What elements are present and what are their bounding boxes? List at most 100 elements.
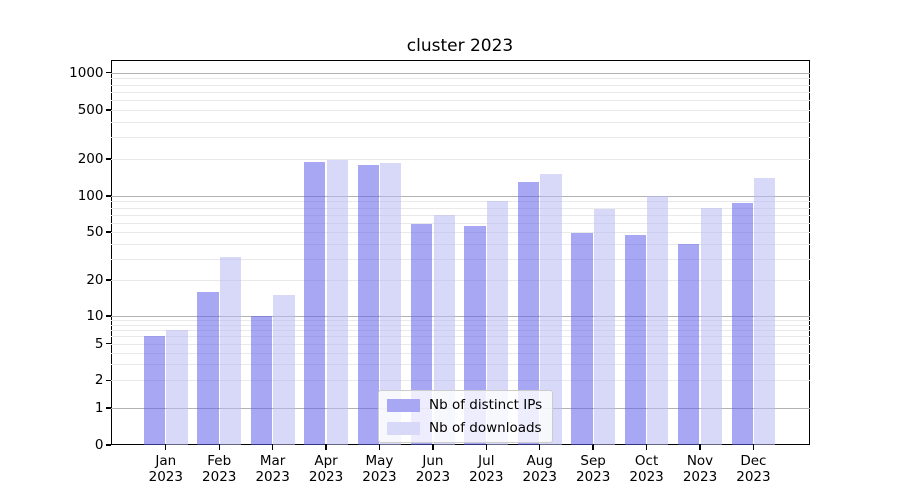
y-axis-tick bbox=[105, 231, 111, 233]
bar-ips bbox=[731, 203, 753, 445]
x-axis-tick bbox=[699, 445, 701, 450]
minor-gridline bbox=[110, 158, 810, 160]
minor-gridline bbox=[110, 232, 810, 234]
bar-ips bbox=[624, 235, 646, 445]
y-tick-label: 100 bbox=[77, 188, 104, 204]
y-tick-label: 10 bbox=[86, 308, 104, 324]
bar-downloads bbox=[166, 330, 188, 445]
y-axis-tick bbox=[105, 72, 111, 74]
x-axis-tick bbox=[539, 445, 541, 450]
x-tick-label: Mar 2023 bbox=[255, 453, 290, 485]
legend-item: Nb of distinct IPs bbox=[387, 397, 542, 413]
y-axis-tick bbox=[105, 279, 111, 281]
y-axis-tick bbox=[105, 407, 111, 409]
x-tick-label: Aug 2023 bbox=[522, 453, 557, 485]
minor-gridline bbox=[110, 279, 810, 281]
minor-gridline bbox=[110, 320, 810, 322]
minor-gridline bbox=[110, 352, 810, 354]
x-axis-tick bbox=[271, 445, 274, 450]
bar-downloads bbox=[486, 200, 509, 445]
minor-gridline bbox=[110, 84, 810, 86]
bar-downloads bbox=[700, 208, 722, 445]
bar-downloads bbox=[380, 162, 402, 445]
major-gridline bbox=[110, 316, 810, 317]
minor-gridline bbox=[110, 91, 810, 93]
y-axis-tick bbox=[105, 158, 111, 160]
minor-gridline bbox=[110, 380, 810, 382]
legend-swatch bbox=[387, 398, 420, 412]
legend-label: Nb of distinct IPs bbox=[429, 397, 543, 413]
y-axis-tick bbox=[105, 195, 111, 197]
y-tick-label: 1000 bbox=[69, 64, 104, 81]
x-axis-tick bbox=[752, 445, 755, 450]
x-axis-tick bbox=[165, 445, 167, 450]
minor-gridline bbox=[110, 137, 810, 139]
y-tick-label: 20 bbox=[86, 271, 104, 288]
x-tick-label: Sep 2023 bbox=[575, 453, 611, 485]
minor-gridline bbox=[110, 324, 810, 326]
minor-gridline bbox=[110, 207, 810, 209]
x-tick-label: Nov 2023 bbox=[682, 453, 718, 485]
y-tick-label: 5 bbox=[94, 335, 104, 352]
bar-ips bbox=[678, 243, 700, 445]
bar-ips bbox=[143, 336, 166, 445]
minor-gridline bbox=[110, 336, 810, 338]
y-tick-label: 2 bbox=[94, 372, 104, 389]
bar-downloads bbox=[273, 294, 295, 445]
chart-title: cluster 2023 bbox=[406, 36, 514, 56]
x-axis-tick bbox=[432, 445, 434, 450]
x-tick-label: Jan 2023 bbox=[148, 453, 183, 485]
y-axis-tick bbox=[105, 315, 111, 317]
bar-ips bbox=[357, 165, 379, 445]
minor-gridline bbox=[110, 121, 810, 123]
y-tick-label: 0 bbox=[94, 437, 104, 453]
major-gridline bbox=[110, 196, 810, 197]
y-tick-label: 200 bbox=[77, 150, 104, 167]
y-tick-label: 1 bbox=[94, 400, 104, 416]
y-axis-tick bbox=[105, 444, 111, 446]
bar-ips bbox=[571, 233, 593, 445]
bar-ips bbox=[304, 161, 326, 445]
minor-gridline bbox=[110, 201, 810, 203]
legend: Nb of distinct IPs Nb of downloads bbox=[378, 390, 554, 443]
major-gridline bbox=[110, 72, 810, 74]
bar-downloads bbox=[647, 196, 669, 445]
x-axis-tick bbox=[218, 445, 220, 450]
minor-gridline bbox=[110, 243, 810, 245]
y-axis-tick bbox=[105, 342, 111, 345]
x-tick-label: Jul 2023 bbox=[469, 453, 504, 485]
x-axis-tick bbox=[592, 445, 594, 450]
legend-swatch bbox=[387, 421, 420, 435]
x-tick-label: Jun 2023 bbox=[415, 453, 451, 485]
minor-gridline bbox=[110, 100, 810, 102]
legend-label: Nb of downloads bbox=[429, 420, 542, 436]
y-tick-label: 50 bbox=[86, 224, 104, 241]
minor-gridline bbox=[110, 364, 810, 366]
x-tick-label: Dec 2023 bbox=[736, 453, 771, 485]
bar-ips bbox=[250, 316, 273, 445]
x-axis-tick bbox=[325, 445, 327, 450]
minor-gridline bbox=[110, 78, 810, 80]
bar-ips bbox=[517, 181, 540, 445]
bar-downloads bbox=[219, 257, 242, 445]
minor-gridline bbox=[110, 330, 810, 332]
bar-ips bbox=[411, 224, 433, 445]
bar-downloads bbox=[593, 208, 616, 445]
x-axis-tick bbox=[485, 445, 487, 450]
minor-gridline bbox=[110, 109, 810, 111]
minor-gridline bbox=[110, 222, 810, 224]
bar-downloads bbox=[754, 177, 776, 445]
x-axis-tick bbox=[378, 445, 381, 450]
y-axis-tick bbox=[105, 109, 111, 111]
x-tick-label: Feb 2023 bbox=[202, 453, 237, 485]
y-axis-tick bbox=[105, 379, 111, 381]
bar-downloads bbox=[326, 160, 348, 445]
minor-gridline bbox=[110, 258, 810, 260]
x-tick-label: May 2023 bbox=[362, 453, 397, 485]
bar-ips bbox=[197, 291, 219, 445]
minor-gridline bbox=[110, 343, 810, 345]
x-axis-tick bbox=[645, 445, 648, 450]
x-tick-label: Oct 2023 bbox=[629, 453, 664, 485]
legend-item: Nb of downloads bbox=[387, 420, 542, 436]
